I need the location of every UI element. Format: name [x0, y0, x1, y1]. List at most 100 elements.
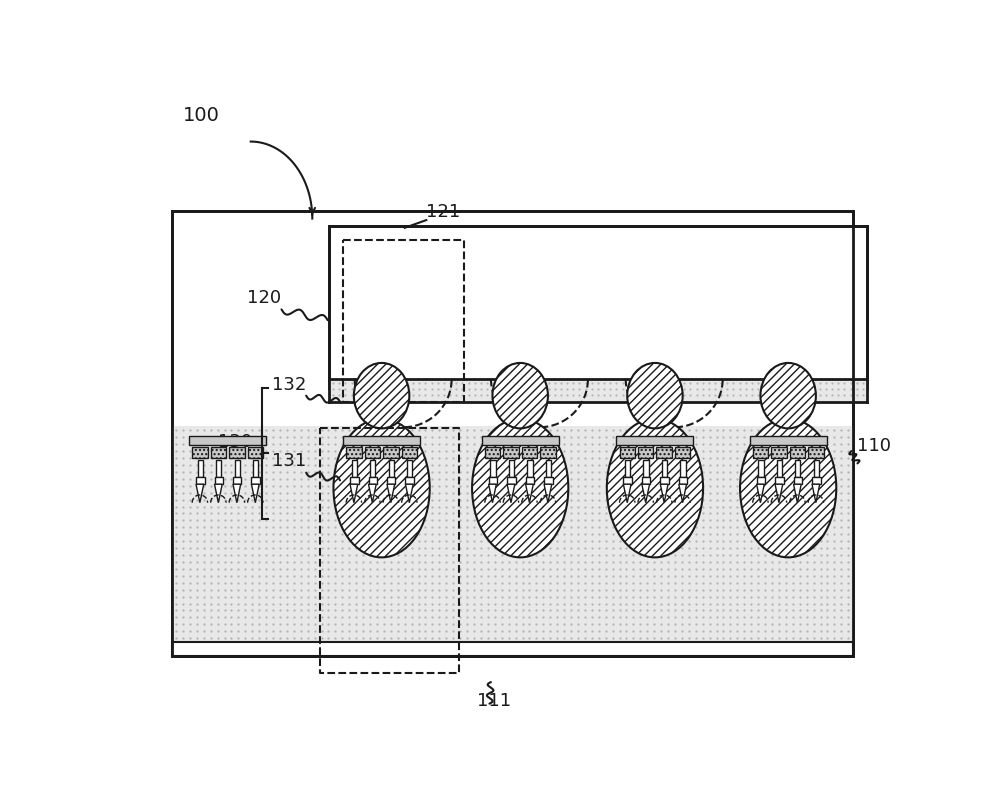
- Bar: [196, 478, 205, 484]
- Bar: [643, 460, 649, 477]
- Bar: [522, 448, 537, 459]
- Ellipse shape: [354, 363, 409, 429]
- Bar: [656, 448, 672, 459]
- Bar: [343, 241, 464, 403]
- Text: 121: 121: [426, 203, 461, 221]
- Bar: [216, 460, 221, 477]
- Ellipse shape: [333, 419, 430, 557]
- Bar: [662, 460, 667, 477]
- Bar: [383, 448, 399, 459]
- Bar: [369, 478, 377, 484]
- Text: 131: 131: [272, 452, 307, 469]
- Bar: [192, 448, 208, 459]
- Polygon shape: [251, 484, 259, 503]
- Polygon shape: [233, 484, 241, 503]
- Text: 110: 110: [857, 436, 891, 454]
- Bar: [251, 478, 260, 484]
- Bar: [329, 379, 867, 403]
- Bar: [790, 448, 805, 459]
- Bar: [485, 448, 500, 459]
- Bar: [365, 448, 380, 459]
- Bar: [211, 448, 226, 459]
- Bar: [189, 437, 266, 445]
- Polygon shape: [215, 484, 222, 503]
- Bar: [172, 427, 853, 656]
- Bar: [808, 448, 824, 459]
- Bar: [544, 478, 553, 484]
- Polygon shape: [679, 484, 687, 503]
- Polygon shape: [526, 484, 533, 503]
- Bar: [507, 478, 516, 484]
- Bar: [490, 460, 496, 477]
- Bar: [775, 478, 784, 484]
- Ellipse shape: [760, 363, 816, 429]
- Polygon shape: [642, 484, 650, 503]
- Bar: [546, 460, 551, 477]
- Polygon shape: [196, 484, 204, 503]
- Bar: [198, 460, 203, 477]
- Ellipse shape: [492, 363, 548, 429]
- Bar: [642, 478, 650, 484]
- Ellipse shape: [472, 419, 568, 557]
- Bar: [812, 478, 821, 484]
- Bar: [387, 478, 395, 484]
- Bar: [350, 478, 359, 484]
- Polygon shape: [660, 484, 668, 503]
- Bar: [675, 448, 690, 459]
- Bar: [370, 460, 375, 477]
- Polygon shape: [794, 484, 801, 503]
- Bar: [638, 448, 653, 459]
- Bar: [509, 460, 514, 477]
- Bar: [407, 460, 412, 477]
- Bar: [814, 460, 819, 477]
- Polygon shape: [812, 484, 820, 503]
- Bar: [616, 437, 693, 445]
- Text: 130: 130: [218, 432, 252, 450]
- Polygon shape: [507, 484, 515, 503]
- Ellipse shape: [607, 419, 703, 557]
- Bar: [660, 478, 669, 484]
- Polygon shape: [387, 484, 395, 503]
- Bar: [795, 460, 800, 477]
- Bar: [248, 448, 263, 459]
- Polygon shape: [369, 484, 376, 503]
- Bar: [489, 478, 497, 484]
- Polygon shape: [489, 484, 496, 503]
- Text: 132: 132: [272, 376, 307, 394]
- Bar: [620, 448, 635, 459]
- Bar: [343, 437, 420, 445]
- Bar: [329, 227, 867, 388]
- Polygon shape: [757, 484, 764, 503]
- Bar: [758, 460, 764, 477]
- Bar: [777, 460, 782, 477]
- Bar: [172, 212, 853, 656]
- Bar: [680, 460, 686, 477]
- Bar: [527, 460, 533, 477]
- Bar: [625, 460, 630, 477]
- Bar: [402, 448, 417, 459]
- Bar: [623, 478, 632, 484]
- Bar: [172, 212, 853, 656]
- Ellipse shape: [627, 363, 683, 429]
- Text: 111: 111: [477, 691, 511, 709]
- Bar: [405, 478, 414, 484]
- Bar: [794, 478, 802, 484]
- Polygon shape: [405, 484, 413, 503]
- Bar: [540, 448, 556, 459]
- Bar: [215, 478, 223, 484]
- Polygon shape: [623, 484, 631, 503]
- Bar: [750, 437, 827, 445]
- Bar: [679, 478, 687, 484]
- Bar: [753, 448, 768, 459]
- Bar: [526, 478, 534, 484]
- Bar: [503, 448, 519, 459]
- Text: 100: 100: [183, 106, 220, 125]
- Bar: [320, 428, 459, 673]
- Bar: [172, 642, 853, 656]
- Bar: [233, 478, 241, 484]
- Bar: [771, 448, 787, 459]
- Bar: [253, 460, 258, 477]
- Polygon shape: [775, 484, 783, 503]
- Bar: [757, 478, 765, 484]
- Bar: [229, 448, 245, 459]
